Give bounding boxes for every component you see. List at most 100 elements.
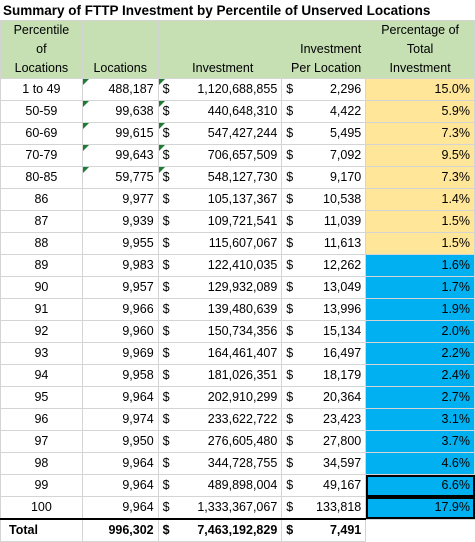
cell-percentage[interactable]: 4.6% (365, 452, 475, 475)
cell-locations[interactable]: 99,638 (81, 100, 159, 123)
cell-per-location[interactable]: $4,422 (281, 100, 367, 123)
cell-locations[interactable]: 9,964 (81, 496, 159, 520)
cell-locations[interactable]: 488,187 (81, 78, 159, 101)
total-investment[interactable]: $7,463,192,829 (157, 518, 283, 542)
cell-percentage[interactable]: 1.6% (365, 254, 475, 277)
cell-investment[interactable]: $1,333,367,067 (157, 496, 283, 520)
cell-investment[interactable]: $276,605,480 (157, 430, 283, 453)
cell-locations[interactable]: 9,977 (81, 188, 159, 211)
cell-per-location[interactable]: $2,296 (281, 78, 367, 101)
cell-investment[interactable]: $202,910,299 (157, 386, 283, 409)
cell-investment[interactable]: $115,607,067 (157, 232, 283, 255)
cell-per-location[interactable]: $133,818 (281, 496, 367, 520)
cell-percentage[interactable]: 2.7% (365, 386, 475, 409)
cell-percentage[interactable]: 2.4% (365, 364, 475, 387)
cell-percentile[interactable]: 90 (0, 276, 83, 299)
cell-percentage[interactable]: 7.3% (365, 122, 475, 145)
cell-percentile[interactable]: 89 (0, 254, 83, 277)
cell-locations[interactable]: 59,775 (81, 166, 159, 189)
cell-percentage[interactable]: 5.9% (365, 100, 475, 123)
cell-percentile[interactable]: 95 (0, 386, 83, 409)
cell-percentage[interactable]: 2.2% (365, 342, 475, 365)
cell-percentile[interactable]: 97 (0, 430, 83, 453)
cell-investment[interactable]: $489,898,004 (157, 474, 283, 497)
cell-locations[interactable]: 9,966 (81, 298, 159, 321)
cell-locations[interactable]: 9,964 (81, 386, 159, 409)
cell-locations[interactable]: 99,615 (81, 122, 159, 145)
cell-per-location[interactable]: $15,134 (281, 320, 367, 343)
cell-percentile[interactable]: 100 (0, 496, 83, 520)
cell-investment[interactable]: $706,657,509 (157, 144, 283, 167)
cell-investment[interactable]: $105,137,367 (157, 188, 283, 211)
cell-percentile[interactable]: 92 (0, 320, 83, 343)
cell-percentile[interactable]: 98 (0, 452, 83, 475)
cell-locations[interactable]: 9,958 (81, 364, 159, 387)
cell-per-location[interactable]: $5,495 (281, 122, 367, 145)
cell-percentile[interactable]: 88 (0, 232, 83, 255)
cell-investment[interactable]: $181,026,351 (157, 364, 283, 387)
cell-percentage[interactable]: 17.9% (365, 496, 475, 520)
cell-investment[interactable]: $233,622,722 (157, 408, 283, 431)
total-label[interactable]: Total (0, 518, 83, 542)
cell-per-location[interactable]: $49,167 (281, 474, 367, 497)
cell-locations[interactable]: 9,983 (81, 254, 159, 277)
cell-percentage[interactable]: 3.1% (365, 408, 475, 431)
total-per-location[interactable]: $7,491 (281, 518, 367, 542)
cell-percentile[interactable]: 87 (0, 210, 83, 233)
cell-per-location[interactable]: $13,049 (281, 276, 367, 299)
cell-percentile[interactable]: 94 (0, 364, 83, 387)
cell-percentage[interactable]: 1.9% (365, 298, 475, 321)
cell-percentage[interactable]: 9.5% (365, 144, 475, 167)
cell-per-location[interactable]: $12,262 (281, 254, 367, 277)
cell-percentile[interactable]: 93 (0, 342, 83, 365)
cell-percentage[interactable]: 3.7% (365, 430, 475, 453)
cell-locations[interactable]: 9,964 (81, 452, 159, 475)
cell-investment[interactable]: $164,461,407 (157, 342, 283, 365)
cell-locations[interactable]: 9,974 (81, 408, 159, 431)
cell-percentile[interactable]: 86 (0, 188, 83, 211)
cell-locations[interactable]: 9,950 (81, 430, 159, 453)
cell-locations[interactable]: 9,964 (81, 474, 159, 497)
cell-percentile[interactable]: 91 (0, 298, 83, 321)
cell-investment[interactable]: $129,932,089 (157, 276, 283, 299)
cell-percentage[interactable]: 1.7% (365, 276, 475, 299)
cell-percentile[interactable]: 80-85 (0, 166, 83, 189)
cell-locations[interactable]: 9,969 (81, 342, 159, 365)
cell-percentile[interactable]: 50-59 (0, 100, 83, 123)
cell-percentage[interactable]: 6.6% (365, 474, 475, 497)
cell-per-location[interactable]: $13,996 (281, 298, 367, 321)
cell-investment[interactable]: $122,410,035 (157, 254, 283, 277)
cell-percentage[interactable]: 1.4% (365, 188, 475, 211)
cell-percentile[interactable]: 99 (0, 474, 83, 497)
cell-per-location[interactable]: $27,800 (281, 430, 367, 453)
cell-investment[interactable]: $139,480,639 (157, 298, 283, 321)
cell-percentage[interactable]: 7.3% (365, 166, 475, 189)
cell-per-location[interactable]: $23,423 (281, 408, 367, 431)
cell-locations[interactable]: 9,955 (81, 232, 159, 255)
cell-percentile[interactable]: 60-69 (0, 122, 83, 145)
cell-locations[interactable]: 9,960 (81, 320, 159, 343)
cell-per-location[interactable]: $10,538 (281, 188, 367, 211)
cell-locations[interactable]: 9,939 (81, 210, 159, 233)
total-locations[interactable]: 996,302 (81, 518, 159, 542)
cell-investment[interactable]: $548,127,730 (157, 166, 283, 189)
cell-locations[interactable]: 99,643 (81, 144, 159, 167)
cell-investment[interactable]: $1,120,688,855 (157, 78, 283, 101)
cell-locations[interactable]: 9,957 (81, 276, 159, 299)
cell-percentile[interactable]: 70-79 (0, 144, 83, 167)
cell-percentage[interactable]: 15.0% (365, 78, 475, 101)
cell-per-location[interactable]: $20,364 (281, 386, 367, 409)
cell-investment[interactable]: $440,648,310 (157, 100, 283, 123)
cell-per-location[interactable]: $9,170 (281, 166, 367, 189)
cell-percentage[interactable]: 2.0% (365, 320, 475, 343)
cell-percentile[interactable]: 96 (0, 408, 83, 431)
cell-percentage[interactable]: 1.5% (365, 232, 475, 255)
cell-per-location[interactable]: $16,497 (281, 342, 367, 365)
cell-investment[interactable]: $547,427,244 (157, 122, 283, 145)
cell-percentage[interactable]: 1.5% (365, 210, 475, 233)
cell-per-location[interactable]: $18,179 (281, 364, 367, 387)
cell-investment[interactable]: $109,721,541 (157, 210, 283, 233)
cell-per-location[interactable]: $11,613 (281, 232, 367, 255)
cell-investment[interactable]: $150,734,356 (157, 320, 283, 343)
cell-investment[interactable]: $344,728,755 (157, 452, 283, 475)
